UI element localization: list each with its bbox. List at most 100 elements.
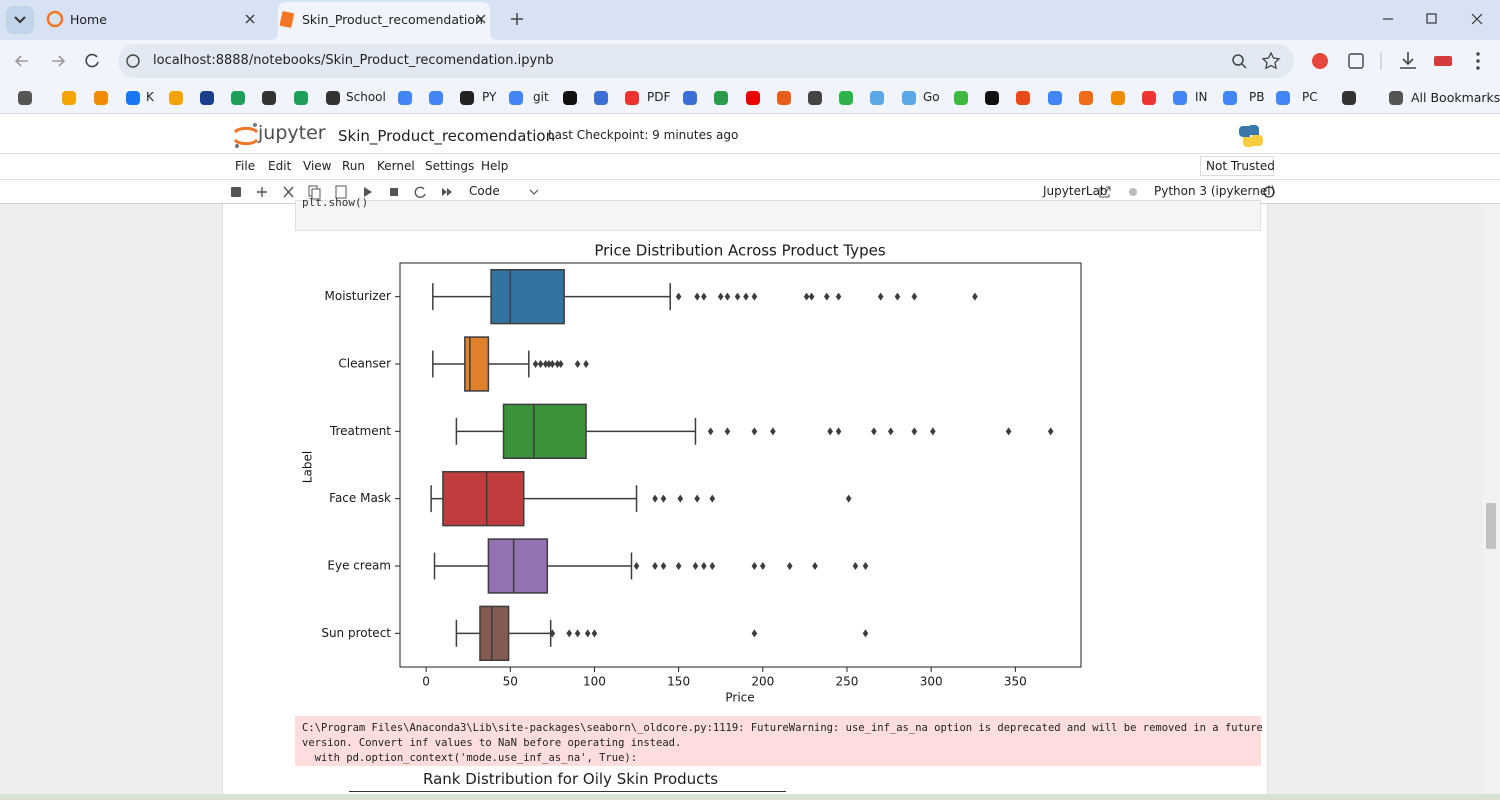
- menu-item[interactable]: File: [235, 159, 256, 173]
- outlier: [1005, 427, 1012, 436]
- bookmark[interactable]: git: [533, 90, 549, 104]
- jupyter-logo[interactable]: jupyter: [258, 122, 326, 144]
- menu-item[interactable]: View: [303, 159, 332, 173]
- bookmark[interactable]: Go: [923, 90, 940, 104]
- menu-item[interactable]: Settings: [425, 159, 475, 173]
- bookmark[interactable]: IN: [1195, 90, 1208, 104]
- bookmark[interactable]: School: [346, 90, 386, 104]
- y-axis-label: Label: [301, 451, 315, 483]
- outlier: [930, 427, 936, 436]
- bookmark-icon: [200, 91, 214, 105]
- bookmark-icon: [902, 91, 916, 105]
- new-tab[interactable]: [511, 13, 523, 25]
- checkpoint: Last Checkpoint: 9 minutes ago: [548, 128, 739, 142]
- outlier: [677, 494, 684, 503]
- bookmark-icon: [231, 91, 245, 105]
- outlier: [694, 292, 700, 301]
- tab-title[interactable]: Home: [70, 12, 107, 27]
- bookmark-icon: [1223, 91, 1237, 105]
- jupyterlab-link[interactable]: JupyterLab: [1043, 184, 1108, 198]
- jupyter-logo-icon: [233, 123, 259, 148]
- bookmark-icon: [18, 91, 32, 105]
- outlier: [546, 360, 552, 368]
- tab-title[interactable]: Skin_Product_recomendation: [302, 12, 483, 27]
- bookmark-icon: [1016, 91, 1030, 105]
- outlier: [537, 360, 544, 368]
- active-tab[interactable]: [270, 2, 498, 40]
- outlier: [835, 427, 842, 436]
- notebook-name[interactable]: Skin_Product_recomendation: [338, 127, 556, 145]
- warning: C:\Program Files\Anaconda3\Lib\site-pack…: [302, 721, 1263, 766]
- nav-icons: [14, 44, 1480, 78]
- plot-frame: [399, 262, 1082, 668]
- menu-item[interactable]: Kernel: [377, 159, 415, 173]
- bookmark-icon: [683, 91, 697, 105]
- kernel-status[interactable]: Python 3 (ipykernel): [1154, 184, 1276, 198]
- outlier: [751, 427, 758, 436]
- menu-item[interactable]: Help: [481, 159, 509, 173]
- outlier: [743, 292, 749, 301]
- outlier: [660, 562, 667, 570]
- bookmark-icon: [326, 91, 340, 105]
- outlier: [877, 292, 884, 301]
- menu-item[interactable]: Run: [342, 159, 366, 173]
- tab-menu[interactable]: [6, 6, 34, 34]
- box: [442, 470, 525, 527]
- outlier: [652, 562, 658, 570]
- outlier: [694, 494, 700, 503]
- code: plt.show(): [302, 196, 369, 209]
- x-tick-label: 100: [583, 675, 606, 689]
- bookmark-icon: [563, 91, 577, 105]
- outlier: [675, 292, 682, 301]
- scroll-thumb[interactable]: [1486, 503, 1496, 549]
- x-tick-label: 150: [667, 675, 690, 689]
- bookmarks-bar: All Bookmarks K School PY git PDF Go IN PB PC: [0, 82, 1500, 114]
- trust-box[interactable]: [1200, 156, 1274, 176]
- bookmark-icon: [714, 91, 728, 105]
- outlier: [701, 562, 707, 570]
- url[interactable]: localhost:8888/notebooks/Skin_Product_re…: [153, 53, 554, 68]
- cell-type[interactable]: Code: [469, 184, 500, 198]
- bookmark-icon: [429, 91, 443, 105]
- outlier: [574, 360, 581, 368]
- bookmark-icon: [509, 91, 523, 105]
- bookmark[interactable]: PY: [482, 90, 497, 104]
- x-tick-label: 200: [751, 675, 774, 689]
- outlier: [871, 427, 877, 436]
- box: [464, 336, 490, 392]
- outlier: [557, 360, 564, 368]
- y-tick-label: Moisturizer: [325, 289, 392, 303]
- warning-line: with pd.option_context('mode.use_inf_as_…: [302, 752, 638, 764]
- toolbar-icons: [231, 185, 1275, 200]
- code-cell[interactable]: [295, 200, 1261, 231]
- y-tick-label: Sun protect: [321, 626, 391, 640]
- address-field[interactable]: [118, 44, 1294, 78]
- outlier: [707, 427, 714, 436]
- bookmark[interactable]: PC: [1302, 90, 1318, 104]
- bookmark[interactable]: PB: [1249, 90, 1265, 104]
- y-tick-label: Eye cream: [327, 559, 391, 573]
- outlier: [827, 427, 833, 436]
- menu-item[interactable]: Edit: [268, 159, 292, 173]
- outlier: [566, 629, 572, 638]
- bookmark-icon: [294, 91, 308, 105]
- outlier: [549, 360, 556, 368]
- outlier: [701, 292, 707, 301]
- all-bookmarks[interactable]: All Bookmarks: [1411, 90, 1500, 105]
- bookmark-icon: [1389, 91, 1403, 105]
- bookmark[interactable]: PDF: [647, 90, 671, 104]
- outlier: [823, 292, 830, 301]
- bookmark-icon: [1276, 91, 1290, 105]
- box: [487, 538, 549, 594]
- chart: Price Distribution Across Product Types …: [301, 242, 1082, 705]
- bookmark-icon: [1048, 91, 1062, 105]
- bookmark-icon: [169, 91, 183, 105]
- outlier: [583, 360, 589, 368]
- bookmark[interactable]: K: [146, 90, 154, 104]
- bookmark-icon: [1142, 91, 1156, 105]
- scrollbar[interactable]: [1482, 204, 1500, 794]
- outlier: [724, 292, 731, 301]
- trust-status[interactable]: Not Trusted: [1206, 159, 1275, 173]
- menu-bar: Not Trusted File Edit View Run Kernel Setting…: [0, 154, 1500, 180]
